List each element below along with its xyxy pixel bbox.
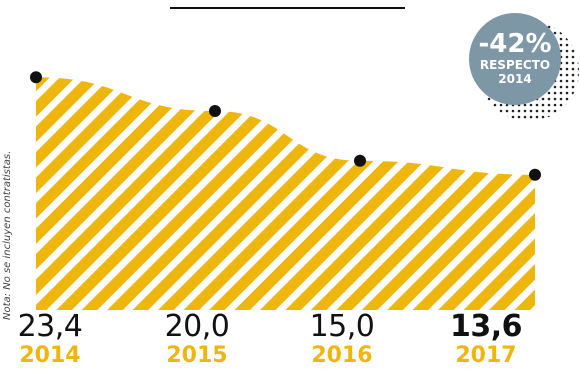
points-group (30, 71, 541, 181)
area-group (36, 77, 535, 310)
badge (469, 13, 579, 121)
data-point-2017 (529, 168, 541, 181)
year-label-2017: 2017 (455, 343, 517, 368)
year-label-2015: 2015 (166, 343, 228, 368)
data-point-2014 (30, 71, 42, 84)
note-text: Nota: No se incluyen contratistas. (2, 150, 13, 320)
label-2014: 23,4 2014 (0, 310, 100, 368)
label-2016: 15,0 2016 (292, 310, 392, 368)
value-label-2014: 23,4 (17, 309, 83, 344)
x-labels: 23,4 2014 20,0 2015 15,0 2016 13,6 2017 (0, 310, 580, 376)
area-fill (36, 77, 535, 310)
label-2017: 13,6 2017 (436, 310, 536, 368)
badge-text: -42% RESPECTO 2014 (470, 14, 560, 104)
year-label-2016: 2016 (311, 343, 373, 368)
badge-circle (469, 13, 561, 105)
data-point-2016 (354, 154, 366, 167)
data-point-2015 (209, 105, 221, 118)
value-label-2015: 20,0 (164, 309, 230, 344)
value-label-2017: 13,6 (449, 309, 523, 344)
badge-percent: -42% (478, 29, 552, 59)
badge-line-2: 2014 (498, 72, 532, 86)
label-2015: 20,0 2015 (147, 310, 247, 368)
year-label-2014: 2014 (19, 343, 81, 368)
badge-line-1: RESPECTO (479, 58, 551, 72)
value-label-2016: 15,0 (309, 309, 375, 344)
